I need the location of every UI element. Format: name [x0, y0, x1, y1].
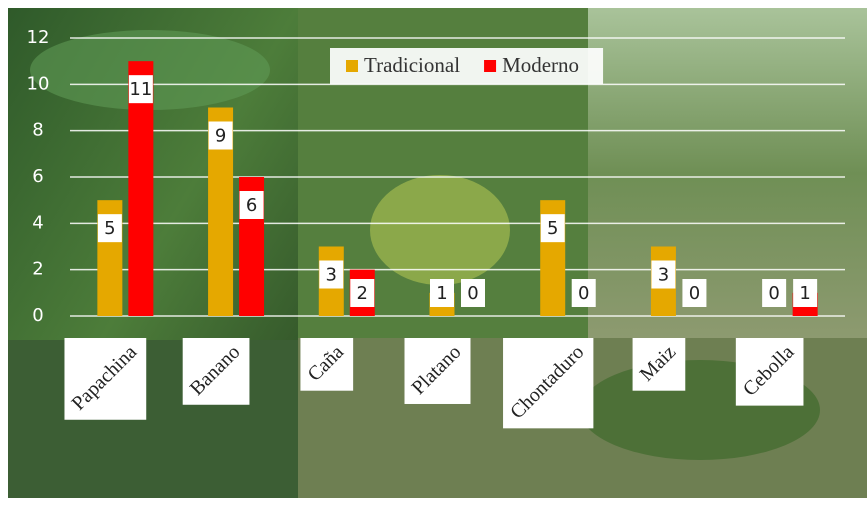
x-tick-box	[64, 338, 147, 420]
value-label-box	[682, 279, 707, 307]
y-tick-label: 12	[27, 27, 50, 48]
legend-label: Tradicional	[364, 53, 460, 77]
value-label-box	[97, 214, 122, 243]
x-tick-box	[735, 338, 804, 406]
value-label: 1	[799, 283, 810, 304]
value-label: 2	[357, 283, 368, 304]
value-label: 5	[104, 218, 115, 239]
legend-box	[330, 48, 604, 84]
y-tick-label: 8	[32, 120, 43, 141]
value-label: 3	[658, 265, 669, 286]
value-label-box	[128, 75, 153, 104]
x-tick-group: Chontaduro	[503, 338, 594, 429]
value-label: 0	[689, 283, 700, 304]
value-label: 1	[436, 283, 447, 304]
value-label-box	[540, 214, 565, 243]
value-label: 6	[246, 195, 257, 216]
y-tick-label: 2	[32, 259, 43, 280]
y-tick-label: 4	[32, 212, 43, 233]
x-tick-group: Papachina	[64, 338, 147, 420]
x-tick-group: Caña	[300, 338, 354, 391]
value-label-box	[239, 191, 264, 219]
y-tick-label: 0	[32, 305, 43, 326]
value-label-box	[571, 279, 596, 307]
y-tick-label: 6	[32, 166, 43, 187]
value-label: 9	[215, 126, 226, 147]
value-label-box	[762, 279, 787, 307]
legend-swatch	[484, 60, 497, 72]
legend: Tradicional Moderno	[330, 48, 604, 84]
value-label: 5	[547, 218, 558, 239]
x-tick-group: Maiz	[632, 338, 686, 391]
legend-swatch	[346, 60, 358, 72]
value-label-box	[461, 279, 485, 307]
value-label: 0	[467, 283, 478, 304]
x-tick-box	[300, 338, 354, 391]
x-tick-group: Banano	[182, 338, 250, 405]
y-tick-label: 10	[27, 73, 50, 94]
x-tick-box	[182, 338, 250, 405]
value-label-box	[430, 279, 454, 307]
x-tick-box	[404, 338, 471, 404]
value-label-box	[319, 260, 344, 289]
legend-label: Moderno	[502, 53, 579, 77]
bar	[128, 61, 154, 316]
x-tick-group: Platano	[404, 338, 471, 404]
value-label-box	[350, 279, 375, 307]
value-label: 0	[578, 283, 589, 304]
value-label-box	[208, 121, 233, 150]
value-label-box	[651, 260, 676, 289]
x-tick-box	[503, 338, 594, 429]
x-tick-group: Cebolla	[735, 338, 804, 406]
value-label-box	[793, 279, 818, 307]
value-label: 0	[768, 283, 779, 304]
x-tick-box	[632, 338, 686, 391]
value-label: 11	[129, 79, 152, 100]
value-label: 3	[326, 265, 337, 286]
